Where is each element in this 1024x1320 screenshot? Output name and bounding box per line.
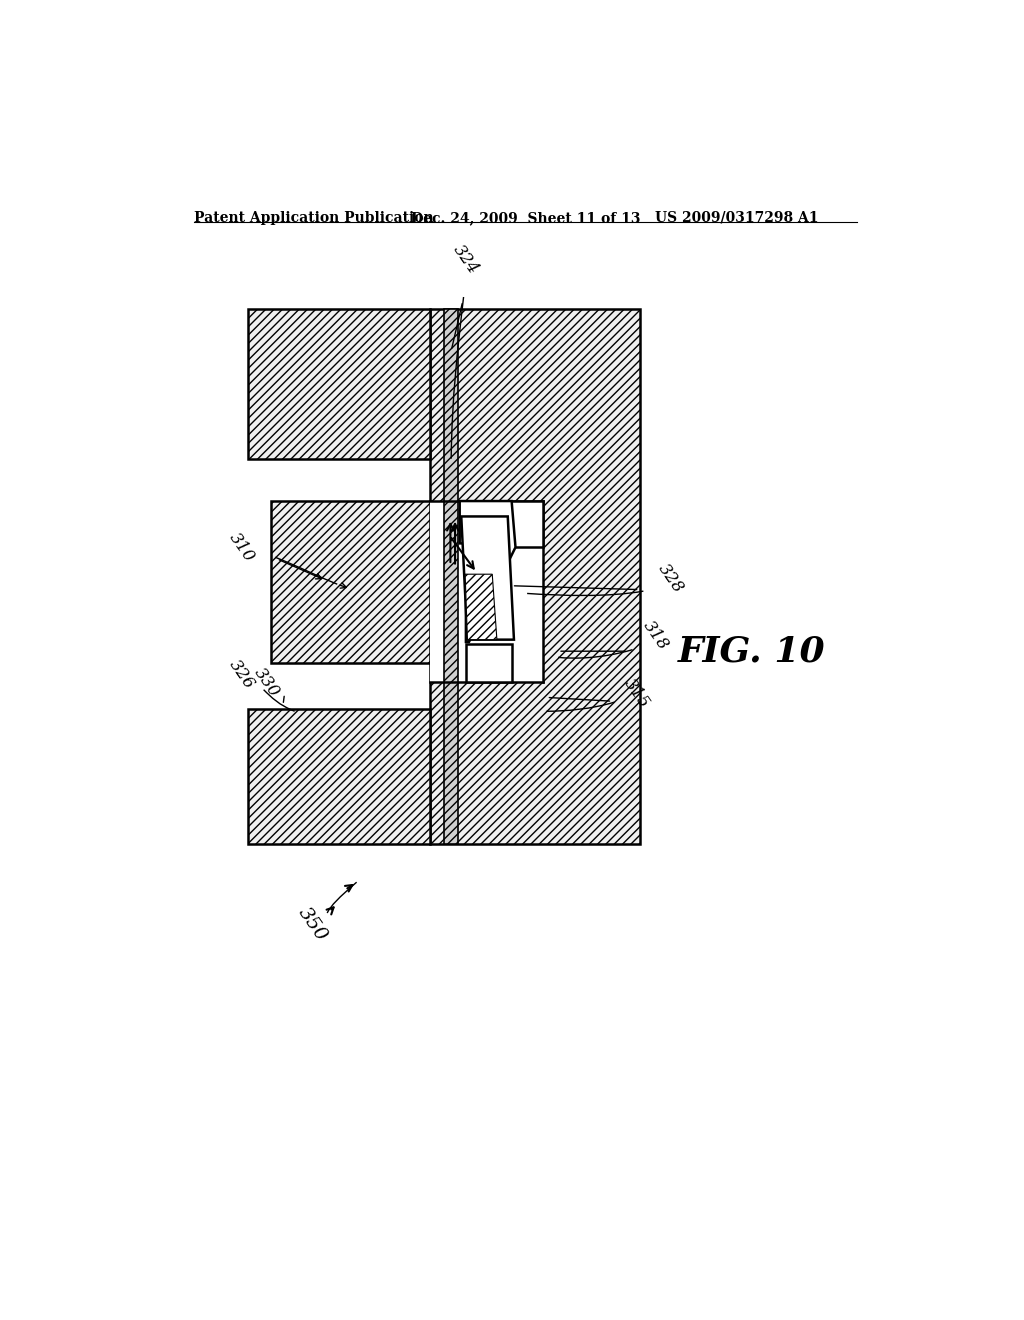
Polygon shape [465, 574, 497, 640]
Bar [248, 709, 430, 843]
Bar [248, 309, 430, 459]
Text: US 2009/0317298 A1: US 2009/0317298 A1 [655, 211, 818, 224]
Text: 318: 318 [640, 618, 672, 653]
Bar [444, 309, 458, 843]
Text: 330: 330 [251, 664, 283, 700]
Bar [271, 502, 430, 663]
Text: 315: 315 [621, 676, 652, 711]
Bar [430, 502, 543, 682]
Bar [430, 309, 640, 843]
Bar [508, 502, 543, 548]
Text: 324: 324 [449, 242, 481, 277]
Text: Dec. 24, 2009  Sheet 11 of 13: Dec. 24, 2009 Sheet 11 of 13 [411, 211, 640, 224]
Polygon shape [460, 502, 515, 642]
Text: Patent Application Publication: Patent Application Publication [194, 211, 433, 224]
Bar [466, 644, 512, 682]
Polygon shape [461, 516, 514, 640]
Text: FIG. 10: FIG. 10 [678, 634, 826, 668]
Text: 350: 350 [295, 904, 331, 945]
Text: 310: 310 [226, 529, 258, 565]
Text: 326: 326 [226, 656, 258, 692]
Text: 328: 328 [655, 560, 687, 597]
